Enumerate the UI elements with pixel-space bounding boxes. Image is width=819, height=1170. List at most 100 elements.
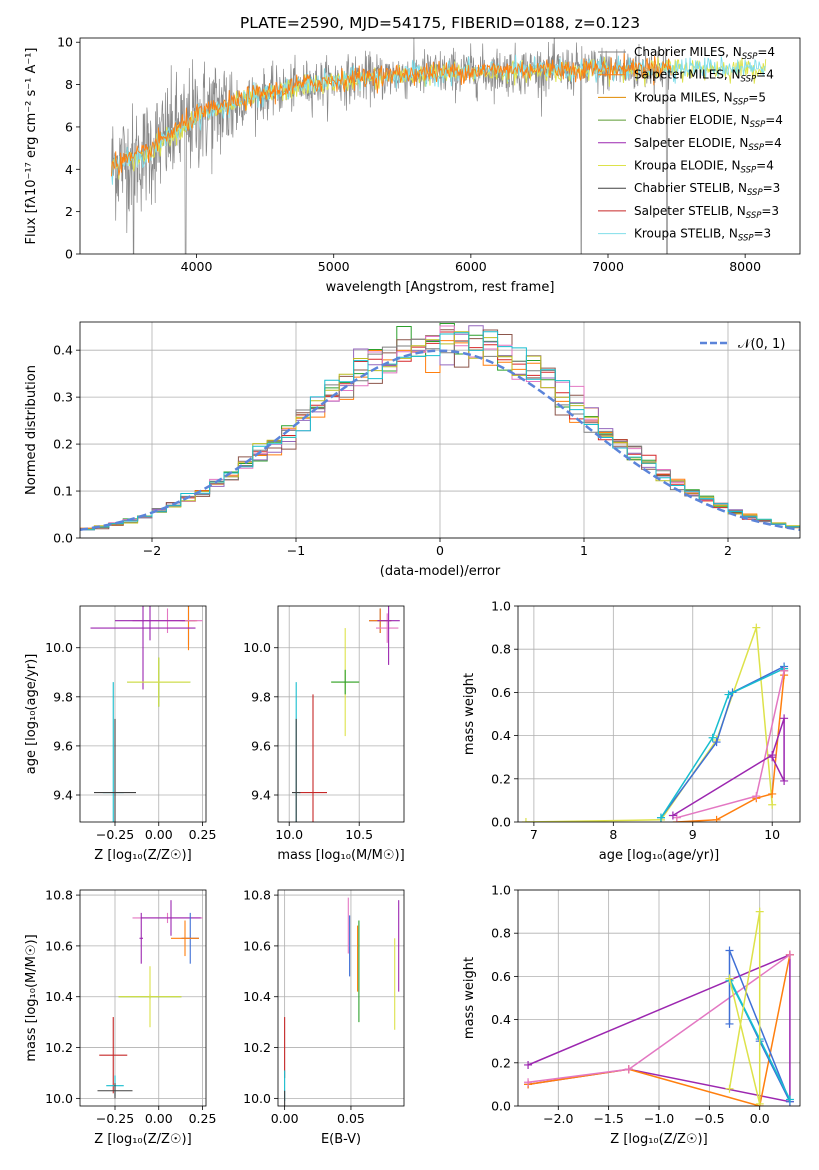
x-tick-label: −1.5	[593, 1111, 623, 1126]
legend-subscript: SSP	[733, 97, 749, 107]
legend-tail: =4	[765, 113, 783, 127]
y-tick-label: 9.6	[53, 738, 73, 753]
y-tick-label: 0.8	[491, 926, 511, 941]
legend-entry: Salpeter ELODIE, NSSP=4	[634, 136, 782, 153]
data-point-marker	[725, 1084, 734, 1093]
grid-lines	[278, 606, 404, 822]
data-point-marker	[755, 1099, 764, 1106]
x-tick-label: 6000	[455, 259, 487, 274]
y-axis-label: mass weight	[462, 957, 477, 1039]
x-axis-label: Z [log₁₀(Z/Z☉)]	[94, 1132, 191, 1147]
data-point-marker	[712, 815, 721, 822]
series-line	[527, 954, 791, 1106]
x-tick-label: 10.5	[345, 827, 373, 842]
x-tick-label: 0	[436, 543, 444, 558]
legend-entry: Kroupa STELIB, NSSP=3	[634, 227, 771, 244]
x-tick-label: 10	[764, 827, 780, 842]
y-tick-label: 10.0	[243, 640, 271, 655]
series-line	[672, 718, 785, 817]
axes-frame	[277, 889, 405, 1107]
panel-mass-vs-z: −0.25 0.00 0.25 10.0 10.2 10.4 10.6 10.8 Z [log₁…	[24, 888, 216, 1147]
plot-area	[111, 38, 767, 254]
legend-entry: Kroupa ELODIE, NSSP=4	[634, 159, 774, 176]
x-tick-label: 8000	[729, 259, 761, 274]
grid-lines	[278, 890, 404, 1106]
legend-entry: Chabrier ELODIE, NSSP=4	[634, 113, 783, 130]
legend-tail: =4	[757, 45, 775, 59]
y-tick-label: 9.8	[53, 689, 73, 704]
data-point-marker	[768, 789, 777, 798]
legend-tail: =4	[756, 68, 774, 82]
error-cross	[141, 900, 201, 936]
y-tick-label: 0.0	[491, 1099, 511, 1114]
x-axis-label: Z [log₁₀(Z/Z☉)]	[610, 1132, 707, 1147]
legend-tail: =3	[761, 204, 779, 218]
series-line-group	[725, 907, 764, 1106]
data-point-marker	[785, 1095, 794, 1104]
legend-subscript: SSP	[742, 52, 758, 62]
plot-area	[521, 623, 789, 822]
y-tick-label: 9.6	[251, 738, 271, 753]
x-tick-label: 1	[580, 543, 588, 558]
data-point-marker	[752, 623, 761, 632]
data-point-marker	[755, 907, 764, 916]
legend-entry: 𝒩(0, 1)	[738, 337, 785, 352]
panel-mass-vs-ebv: 0.00 0.05 10.0 10.2 10.4 10.6 10.8 E(B-V)	[243, 888, 405, 1147]
x-tick-label: −0.25	[96, 1111, 134, 1126]
series-line	[660, 667, 785, 819]
y-tick-label: 10.8	[243, 888, 271, 903]
figure-title: PLATE=2590, MJD=54175, FIBERID=0188, z=0…	[240, 14, 640, 32]
axes-frame	[517, 605, 801, 823]
x-tick-label: −1.0	[644, 1111, 674, 1126]
y-tick-label: 0.8	[491, 642, 511, 657]
y-tick-label: 0.2	[491, 1055, 511, 1070]
panel-residuals: −2 −1 0 1 2 0.0 0.1 0.2 0.3 0.4 (data-model)/error…	[24, 321, 801, 579]
legend-entry: Salpeter MILES, NSSP=4	[634, 68, 774, 85]
x-tick-label: −0.5	[694, 1111, 724, 1126]
panel-age-vs-mass: 10.0 10.5 9.4 9.6 9.8 10.0 mass [log₁₀(M/M☉)]	[243, 605, 405, 863]
axes-frame	[517, 889, 801, 1107]
data-point-marker	[656, 813, 665, 822]
legend-tail: =5	[748, 90, 766, 104]
error-cross	[94, 718, 136, 822]
grid-lines	[80, 606, 206, 822]
error-cross	[127, 657, 191, 707]
x-tick-label: 5000	[318, 259, 350, 274]
data-point-marker	[524, 1078, 533, 1087]
y-axis-label: mass weight	[462, 673, 477, 755]
y-tick-label: 10.2	[243, 1040, 271, 1055]
y-tick-label: 10.2	[45, 1040, 73, 1055]
legend-entry: Chabrier STELIB, NSSP=3	[634, 181, 780, 198]
y-tick-label: 10.4	[45, 989, 73, 1004]
legend-entry: Kroupa MILES, NSSP=5	[634, 90, 766, 107]
y-tick-label: 1.0	[491, 599, 511, 614]
legend-subscript: SSP	[741, 166, 757, 176]
x-tick-label: −0.25	[96, 827, 134, 842]
error-cross	[376, 613, 399, 643]
data-point-marker	[780, 714, 789, 723]
data-point-marker	[712, 738, 721, 747]
y-tick-label: 4	[65, 162, 73, 177]
x-tick-label: 0.00	[271, 1111, 299, 1126]
y-tick-label: 6	[65, 119, 73, 134]
legend-subscript: SSP	[738, 234, 754, 244]
data-point-marker	[524, 1060, 533, 1069]
data-point-marker	[668, 811, 677, 820]
plot-area	[90, 606, 203, 822]
legend-tail: =4	[764, 136, 782, 150]
legend-subscript: SSP	[741, 75, 757, 85]
error-cross	[331, 669, 360, 695]
x-tick-label: −2.0	[543, 1111, 573, 1126]
series-line-group	[672, 666, 789, 822]
y-tick-label: 0.0	[53, 531, 73, 546]
series-line	[525, 627, 773, 822]
y-tick-label: 0.2	[491, 771, 511, 786]
legend-subscript: SSP	[746, 211, 762, 221]
x-axis-label: wavelength [Angstrom, rest frame]	[326, 280, 555, 295]
legend-subscript: SSP	[747, 188, 763, 198]
axes-frame	[79, 605, 207, 823]
data-point-marker	[624, 1065, 633, 1074]
plot-area	[292, 606, 400, 822]
legend-entry: Chabrier MILES, NSSP=4	[634, 45, 775, 62]
